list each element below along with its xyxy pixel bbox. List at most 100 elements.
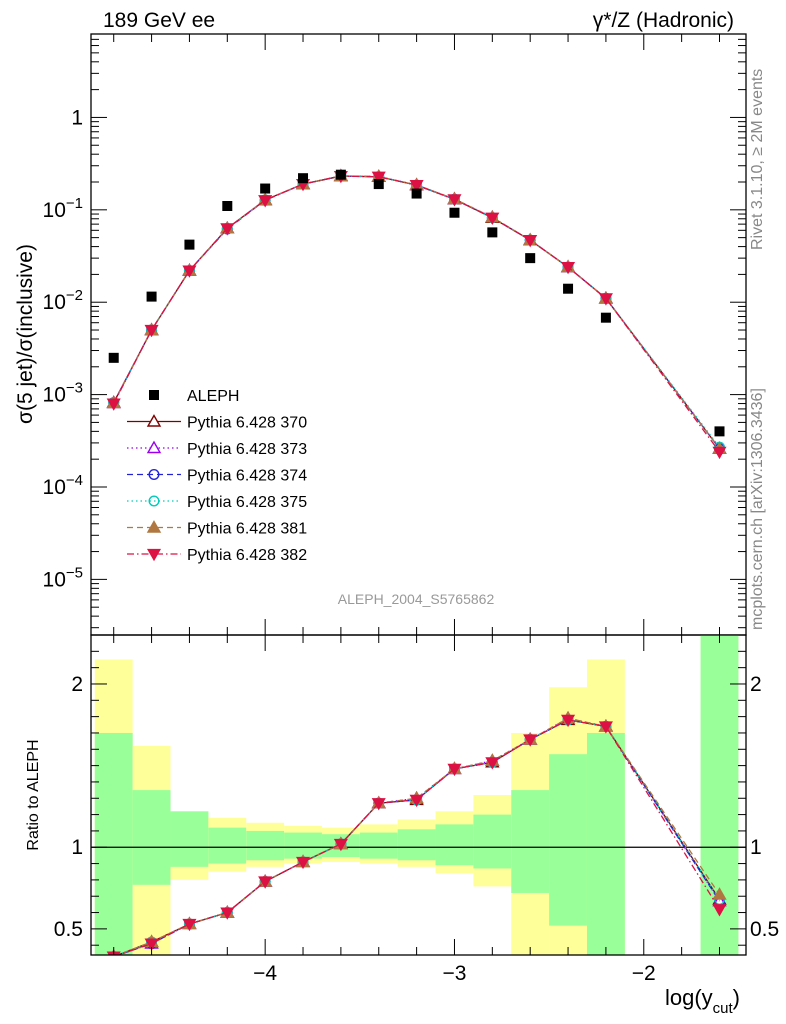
mc-point-5-0 bbox=[106, 398, 121, 411]
legend-label-5: Pythia 6.428 382 bbox=[187, 547, 307, 564]
data-point-11 bbox=[525, 253, 536, 264]
main-frame bbox=[90, 33, 747, 636]
legend-marker-3 bbox=[148, 495, 160, 507]
mc-point-5-11 bbox=[523, 235, 538, 248]
ratio-point-5-5 bbox=[295, 856, 311, 870]
band-green-10 bbox=[473, 814, 512, 869]
mc-line-0 bbox=[113, 175, 721, 450]
mc-point-5-10 bbox=[485, 212, 500, 225]
data-point-6 bbox=[335, 169, 346, 180]
ratio-axes: 0.5 0.5 1 1 2 2 −4 −3 −2 bbox=[54, 634, 779, 985]
data-point-5 bbox=[298, 173, 309, 184]
mc-point-5-3 bbox=[220, 223, 235, 236]
ratio-y-tick-label-left: 2 bbox=[71, 673, 83, 696]
data-point-1 bbox=[146, 291, 157, 302]
data-point-3 bbox=[222, 200, 233, 211]
band-green-3 bbox=[208, 827, 247, 864]
main-y-axis-title: σ(5 jet)/σ(inclusive) bbox=[14, 244, 37, 424]
ratio-point-5-11 bbox=[523, 734, 538, 747]
legend-label-4: Pythia 6.428 381 bbox=[187, 521, 307, 538]
ratio-uncertainty-bands bbox=[91, 635, 746, 955]
ratio-y-tick-label-right: 2 bbox=[750, 673, 762, 696]
legend-label-1: Pythia 6.428 373 bbox=[187, 441, 307, 458]
ratio-frame bbox=[90, 634, 747, 956]
mc-line-3 bbox=[113, 175, 721, 448]
ratio-point-5-7 bbox=[371, 798, 386, 811]
x-axis-title-main: log(y bbox=[665, 985, 713, 1010]
x-tick-label: −3 bbox=[442, 962, 466, 985]
main-y-tick-label: 10−4 bbox=[43, 472, 83, 499]
legend-marker-0 bbox=[146, 414, 162, 427]
mc-point-5-2 bbox=[182, 265, 197, 278]
rivet-version-label: Rivet 3.1.10, ≥ 2M events bbox=[749, 69, 766, 250]
main-y-tick-label-exponent: −5 bbox=[66, 564, 83, 581]
main-y-tick-label-base: 10 bbox=[43, 291, 66, 314]
ratio-point-5-1 bbox=[144, 938, 159, 951]
mc-point-5-1 bbox=[144, 324, 159, 338]
ratio-point-5-4 bbox=[258, 876, 273, 889]
band-green-0 bbox=[94, 732, 133, 955]
x-tick-label: −2 bbox=[632, 962, 656, 985]
main-y-tick-label-base: 10 bbox=[43, 476, 66, 499]
main-y-tick-label: 10−2 bbox=[43, 287, 83, 314]
data-point-2 bbox=[184, 239, 195, 250]
data-point-12 bbox=[563, 283, 574, 294]
ratio-point-5-12 bbox=[561, 714, 576, 728]
ratio-point-5-14 bbox=[712, 904, 727, 917]
mc-line-2 bbox=[113, 175, 721, 450]
legend-marker-2 bbox=[148, 469, 160, 481]
data-point-10 bbox=[487, 227, 498, 238]
data-point-4 bbox=[260, 183, 271, 194]
header-process-label: γ*/Z (Hadronic) bbox=[593, 9, 734, 32]
main-marks bbox=[106, 168, 727, 460]
main-y-tick-label: 1 bbox=[71, 106, 83, 129]
main-y-tick-label-exponent: −2 bbox=[66, 287, 83, 304]
ratio-point-5-9 bbox=[447, 763, 462, 777]
ratio-marks bbox=[106, 710, 727, 955]
x-tick-label: −4 bbox=[253, 962, 277, 985]
mc-line-1 bbox=[113, 175, 721, 450]
mc-point-5-14 bbox=[712, 446, 727, 460]
x-axis-title-close: ) bbox=[733, 985, 740, 1010]
data-point-9 bbox=[449, 207, 460, 218]
ratio-y-tick-label-right: 1 bbox=[750, 836, 762, 859]
data-point-8 bbox=[411, 188, 422, 199]
band-green-9 bbox=[435, 824, 474, 866]
main-y-tick-label-exponent: −1 bbox=[66, 195, 83, 212]
legend-marker-aleph bbox=[149, 390, 159, 400]
mc-point-5-12 bbox=[561, 261, 576, 275]
mcplots-credit-label: mcplots.cern.ch [arXiv:1306.3436] bbox=[749, 388, 766, 630]
band-green-8 bbox=[397, 829, 436, 861]
ratio-point-5-8 bbox=[409, 794, 424, 808]
ratio-y-tick-label-left: 1 bbox=[71, 836, 83, 859]
x-axis-title: log(ycut) bbox=[665, 985, 740, 1017]
ratio-point-5-3 bbox=[220, 907, 235, 920]
mc-point-5-9 bbox=[447, 194, 462, 207]
ratio-y-axis-title: Ratio to ALEPH bbox=[25, 739, 42, 850]
mc-point-5-8 bbox=[409, 180, 424, 193]
main-y-tick-label-exponent: −3 bbox=[66, 380, 83, 397]
band-green-7 bbox=[359, 832, 398, 859]
data-point-13 bbox=[600, 312, 611, 323]
legend-label-0: Pythia 6.428 370 bbox=[187, 415, 307, 432]
band-green-13 bbox=[586, 732, 625, 955]
main-y-tick-label-base: 10 bbox=[43, 568, 66, 591]
ratio-point-5-10 bbox=[485, 757, 500, 770]
main-y-tick-label-base: 10 bbox=[43, 384, 66, 407]
ratio-y-tick-label-left: 0.5 bbox=[54, 918, 83, 941]
legend: ALEPH Pythia 6.428 370 Pythia 6.428 373 Pyt… bbox=[127, 388, 307, 564]
mc-point-5-4 bbox=[258, 195, 273, 208]
mc-point-5-7 bbox=[371, 171, 386, 184]
ratio-point-5-6 bbox=[333, 838, 348, 852]
main-y-tick-label: 10−1 bbox=[43, 195, 83, 222]
data-point-0 bbox=[108, 352, 119, 363]
ratio-panel: 0.5 0.5 1 1 2 2 −4 −3 −2 Ratio to ALEPH bbox=[25, 634, 779, 985]
main-panel: 110−110−210−310−410−5 ALEPH_2004_S576586… bbox=[14, 33, 747, 636]
band-green-1 bbox=[132, 790, 171, 885]
mc-line-4 bbox=[113, 175, 721, 450]
band-green-4 bbox=[246, 830, 285, 861]
legend-marker-5 bbox=[146, 548, 162, 562]
legend-label-aleph: ALEPH bbox=[187, 388, 239, 405]
ratio-point-5-2 bbox=[182, 918, 197, 932]
ratio-point-5-13 bbox=[598, 721, 613, 734]
